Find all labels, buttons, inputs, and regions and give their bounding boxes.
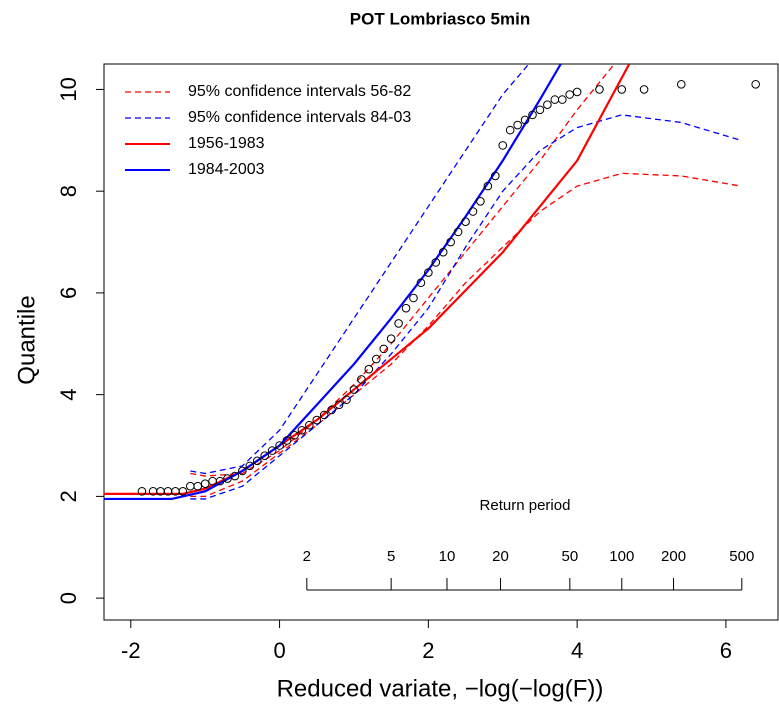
- y-tick-label: 4: [56, 389, 81, 401]
- data-point: [394, 319, 403, 328]
- data-point: [461, 217, 470, 226]
- x-tick-label: 6: [720, 638, 732, 663]
- data-point: [505, 125, 515, 135]
- data-point: [312, 415, 322, 425]
- data-point: [193, 481, 203, 491]
- return-period-label: 20: [492, 548, 509, 565]
- return-period-label: 50: [562, 548, 579, 565]
- data-point: [267, 446, 277, 455]
- data-point: [483, 181, 493, 191]
- return-period-label: 100: [609, 548, 634, 565]
- data-point: [446, 237, 455, 247]
- data-point: [535, 105, 545, 115]
- legend-label: 1956-1983: [188, 135, 265, 152]
- data-point: [491, 171, 500, 181]
- data-point: [371, 354, 381, 364]
- x-tick-label: 4: [571, 638, 583, 663]
- plot-frame: [103, 63, 779, 621]
- data-point: [305, 420, 314, 430]
- data-point: [327, 405, 336, 415]
- return-period-label: 500: [729, 548, 754, 565]
- y-tick-label: 0: [56, 592, 81, 604]
- return-period-title: Return period: [480, 497, 571, 514]
- data-point: [416, 278, 426, 288]
- data-point: [565, 90, 574, 99]
- data-point: [357, 375, 366, 384]
- data-point: [223, 474, 232, 483]
- data-point: [185, 481, 195, 491]
- y-tick-label: 6: [56, 287, 81, 299]
- data-point: [334, 400, 344, 410]
- data-point: [409, 293, 418, 303]
- data-point: [275, 441, 284, 450]
- confidence-line: [190, 64, 530, 475]
- y-tick-label: 8: [56, 185, 81, 197]
- return-period-label: 5: [387, 548, 395, 565]
- confidence-line: [190, 64, 615, 477]
- data-point: [319, 410, 329, 420]
- data-point: [245, 461, 255, 471]
- fit-line: [104, 64, 631, 495]
- data-point: [215, 476, 225, 486]
- y-tick-label: 2: [56, 490, 81, 502]
- data-point: [200, 479, 210, 488]
- data-point: [386, 334, 396, 343]
- legend-label: 95% confidence intervals 84-03: [188, 109, 411, 126]
- data-point: [431, 258, 441, 267]
- chart-title: POT Lombriasco 5min: [350, 9, 530, 28]
- data-point: [468, 207, 478, 216]
- data-point: [572, 87, 582, 97]
- data-point: [751, 80, 760, 89]
- plot-area: [104, 64, 760, 501]
- data-point: [290, 431, 299, 440]
- fit-line: [104, 64, 562, 501]
- return-period-label: 2: [303, 548, 311, 565]
- data-point: [401, 303, 411, 313]
- data-point: [528, 110, 537, 120]
- return-period-label: 200: [661, 548, 686, 565]
- data-point: [208, 476, 217, 486]
- data-point: [595, 85, 604, 94]
- data-point: [349, 385, 359, 394]
- legend-label: 95% confidence intervals 56-82: [188, 83, 411, 100]
- data-point: [453, 227, 463, 237]
- data-point: [178, 487, 188, 496]
- data-point: [498, 141, 508, 150]
- legend-label: 1984-2003: [188, 161, 265, 178]
- data-point: [476, 197, 485, 206]
- data-point: [557, 95, 567, 104]
- data-point: [137, 487, 147, 496]
- data-point: [297, 425, 307, 435]
- data-point: [543, 100, 552, 109]
- data-point: [342, 395, 351, 405]
- data-point: [282, 436, 292, 445]
- data-point: [676, 80, 686, 89]
- x-axis-label: Reduced variate, −log(−log(F)): [277, 675, 604, 702]
- data-point: [379, 344, 389, 354]
- data-point: [260, 451, 269, 460]
- data-point: [438, 247, 448, 257]
- data-point: [513, 120, 522, 130]
- data-point: [617, 85, 627, 94]
- x-tick-label: 2: [422, 638, 434, 663]
- data-point: [238, 466, 247, 476]
- data-point: [639, 85, 649, 94]
- y-axis-label: Quantile: [13, 295, 40, 384]
- confidence-line: [190, 114, 741, 500]
- data-point: [252, 456, 262, 466]
- data-point: [364, 364, 374, 374]
- data-point: [520, 115, 530, 125]
- x-tick-label: -2: [121, 638, 141, 663]
- confidence-line: [190, 172, 741, 498]
- data-point: [550, 95, 560, 104]
- data-point: [424, 268, 433, 277]
- data-point: [230, 471, 240, 481]
- y-tick-label: 10: [56, 77, 81, 101]
- return-period-label: 10: [439, 548, 456, 565]
- x-tick-label: 0: [273, 638, 285, 663]
